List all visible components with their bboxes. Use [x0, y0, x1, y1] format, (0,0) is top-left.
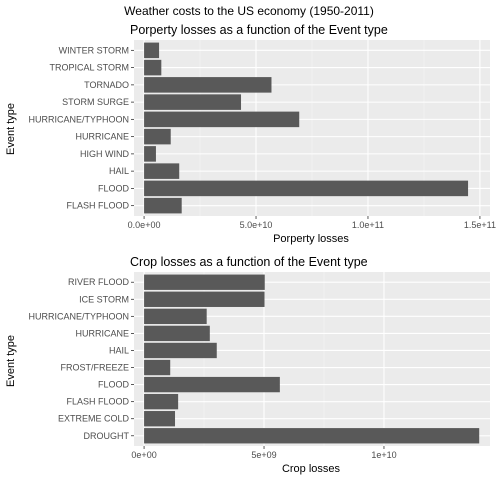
x-tick-label: 5e+09	[251, 450, 276, 460]
y-tick-label: HAIL	[109, 166, 129, 176]
y-tick-label: HIGH WIND	[80, 149, 129, 159]
y-tick-label: HAIL	[109, 345, 129, 355]
y-tick-label: STORM SURGE	[62, 97, 129, 107]
x-tick-label: 1e+10	[371, 450, 396, 460]
y-tick-label: RIVER FLOOD	[68, 277, 130, 287]
x-tick-label: 0e+00	[131, 450, 156, 460]
x-tick-label: 0.0e+00	[128, 220, 161, 230]
bar	[144, 274, 265, 290]
x-axis-title: Crop losses	[282, 463, 341, 475]
y-tick-labels: WINTER STORM TROPICAL STORM TORNADO STORM S…	[28, 45, 134, 211]
grid-lines	[134, 40, 490, 216]
bar	[144, 180, 469, 197]
y-tick-label: FLOOD	[98, 380, 130, 390]
y-tick-label: HURRICANE/TYPHOON	[28, 311, 129, 321]
bar	[144, 94, 242, 110]
bar	[144, 59, 162, 76]
y-tick-label: FLOOD	[98, 183, 130, 193]
bar	[144, 325, 210, 342]
y-tick-label: FLASH FLOOD	[66, 397, 129, 407]
chart-title: Porperty losses as a function of the Eve…	[130, 23, 388, 37]
figure-title: Weather costs to the US economy (1950-20…	[124, 4, 374, 18]
bar	[144, 428, 480, 444]
bar	[144, 77, 272, 93]
y-tick-label: HURRICANE	[75, 328, 129, 338]
x-tick-label: 1.0e+11	[352, 220, 384, 230]
bar	[144, 359, 171, 376]
y-tick-label: FROST/FREEZE	[60, 363, 129, 373]
y-tick-label: FLASH FLOOD	[66, 201, 129, 211]
bar	[144, 291, 265, 307]
x-tick-label: 5.0e+10	[240, 220, 273, 230]
crop-losses-chart: Crop losses as a function of the Event t…	[5, 255, 490, 475]
y-tick-label: TORNADO	[84, 80, 129, 90]
bar	[144, 42, 160, 59]
bar	[144, 393, 179, 410]
y-tick-labels: RIVER FLOOD ICE STORM HURRICANE/TYPHOON HUR…	[28, 277, 134, 441]
y-axis-title: Event type	[5, 103, 17, 155]
bar-series	[144, 42, 469, 214]
x-axis-title: Porperty losses	[273, 233, 349, 245]
chart-title: Crop losses as a function of the Event t…	[130, 255, 368, 269]
x-tick-label: 1.5e+11	[464, 220, 496, 230]
bar	[144, 163, 180, 179]
bar	[144, 146, 156, 162]
x-tick-labels: 0.0e+00 5.0e+10 1.0e+11 1.5e+11	[128, 216, 496, 230]
bar	[144, 197, 182, 214]
y-tick-label: ICE STORM	[79, 294, 129, 304]
y-tick-label: EXTREME COLD	[58, 414, 130, 424]
y-tick-label: DROUGHT	[84, 431, 130, 441]
bar	[144, 376, 280, 393]
bar-series	[144, 274, 480, 444]
y-tick-label: HURRICANE/TYPHOON	[28, 114, 129, 124]
property-losses-chart: Porperty losses as a function of the Eve…	[5, 23, 496, 245]
bar	[144, 308, 207, 325]
bar	[144, 111, 300, 128]
y-tick-label: HURRICANE	[75, 132, 129, 142]
bar	[144, 342, 217, 359]
y-axis-title: Event type	[5, 335, 17, 387]
y-tick-label: WINTER STORM	[59, 45, 129, 55]
x-tick-labels: 0e+00 5e+09 1e+10	[131, 446, 397, 460]
bar	[144, 411, 176, 427]
y-tick-label: TROPICAL STORM	[49, 63, 129, 73]
bar	[144, 128, 171, 145]
